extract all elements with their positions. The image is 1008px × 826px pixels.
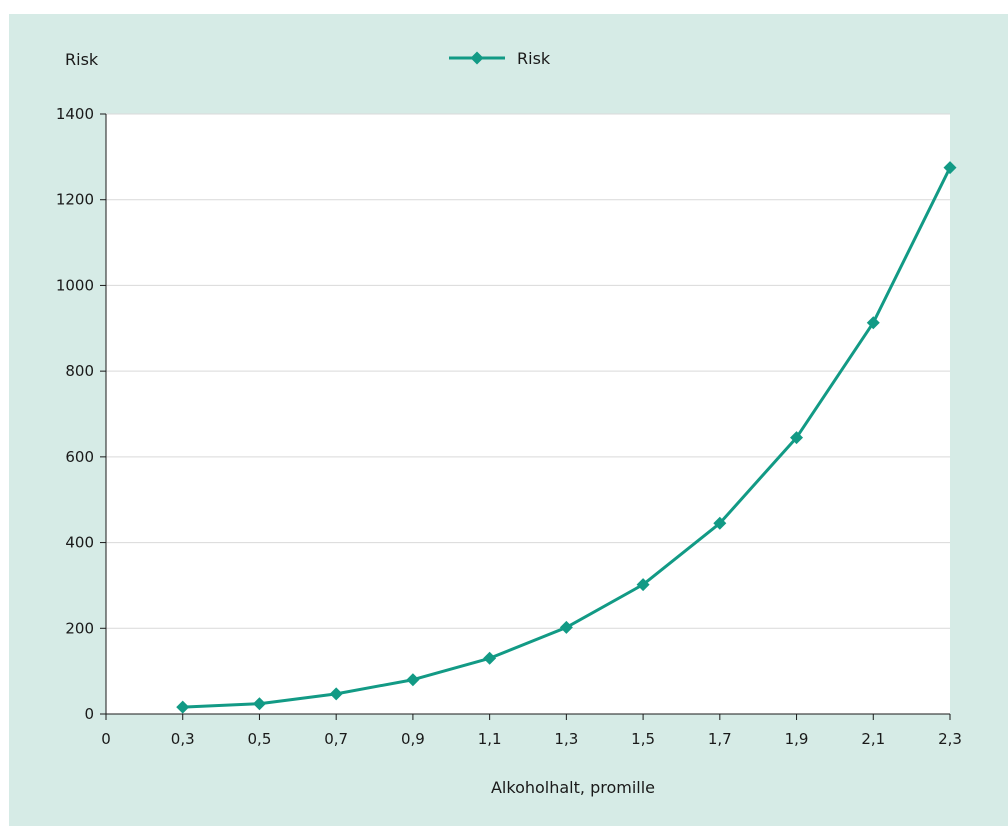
x-tick-label: 1,5 — [631, 730, 655, 748]
data-point — [790, 431, 804, 445]
legend-marker — [470, 51, 484, 65]
data-point — [176, 700, 190, 714]
data-point — [406, 673, 420, 687]
x-tick-label: 0,5 — [248, 730, 272, 748]
x-axis-title: Alkoholhalt, promille — [491, 778, 655, 797]
plot-background — [106, 114, 950, 714]
x-tick-label: 0,7 — [324, 730, 348, 748]
x-tick-label: 0,3 — [171, 730, 195, 748]
data-point — [559, 620, 573, 634]
y-tick-label: 0 — [84, 705, 94, 723]
y-axis-title: Risk — [65, 50, 99, 69]
x-tick-label: 0 — [101, 730, 111, 748]
y-tick-label: 600 — [65, 448, 94, 466]
x-tick-label: 1,9 — [785, 730, 809, 748]
x-tick-label: 0,9 — [401, 730, 425, 748]
y-tick-label: 400 — [65, 534, 94, 552]
data-point — [866, 316, 880, 330]
y-tick-label: 1400 — [56, 105, 94, 123]
x-tick-label: 1,7 — [708, 730, 732, 748]
data-point — [252, 697, 266, 711]
x-tick-label: 1,3 — [554, 730, 578, 748]
x-tick-label: 1,1 — [478, 730, 502, 748]
chart-panel: 0 200 400 600 800 1000 1200 1400 0 0,3 0,5 0,7 0,9 1,… — [9, 14, 1008, 826]
x-tick-label: 2,1 — [861, 730, 885, 748]
risk-line-chart: 0 200 400 600 800 1000 1200 1400 0 0,3 0,5 0,7 0,9 1,… — [56, 49, 962, 797]
data-point — [636, 578, 650, 592]
x-tick-label: 2,3 — [938, 730, 962, 748]
y-tick-label: 1200 — [56, 191, 94, 209]
y-tick-label: 800 — [65, 362, 94, 380]
y-tick-label: 200 — [65, 619, 94, 637]
data-point — [483, 651, 497, 665]
legend-label: Risk — [517, 49, 551, 68]
data-point — [943, 161, 957, 175]
data-point — [329, 687, 343, 701]
y-tick-label: 1000 — [56, 276, 94, 294]
data-point — [713, 516, 727, 530]
